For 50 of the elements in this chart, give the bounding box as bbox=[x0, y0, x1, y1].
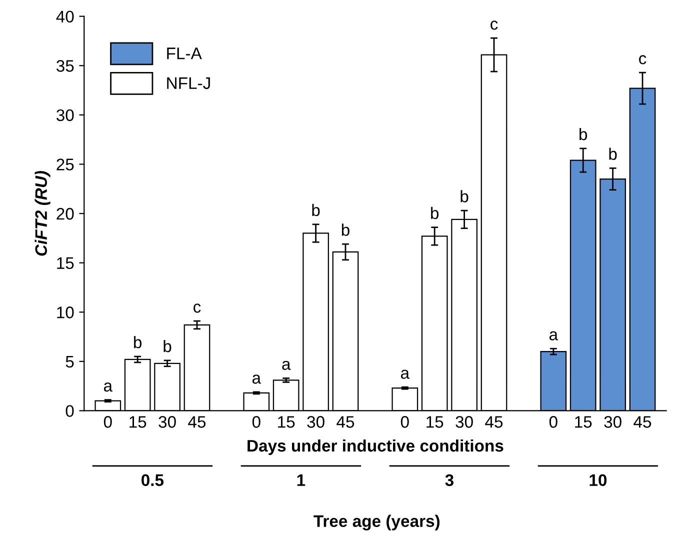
x-tick-label: 45 bbox=[336, 416, 354, 428]
x-tick-label: 30 bbox=[158, 416, 176, 428]
text: Tree age (years) bbox=[314, 514, 440, 530]
y-tick-label: 0 bbox=[66, 405, 74, 417]
data-label: b bbox=[431, 206, 439, 220]
text: 0.5 bbox=[142, 474, 164, 486]
text: 1 bbox=[297, 474, 306, 486]
x-tick-label: 0 bbox=[104, 416, 112, 428]
y-tick-label: 35 bbox=[56, 60, 74, 72]
data-label: b bbox=[580, 128, 588, 140]
x-tick-label: 15 bbox=[575, 416, 592, 428]
data-label: b bbox=[609, 148, 617, 160]
data-label: c bbox=[639, 55, 646, 64]
data-label: c bbox=[490, 20, 498, 30]
data-label: b bbox=[342, 224, 350, 236]
text: 10 bbox=[590, 474, 607, 486]
x-axis-title: Days under inductive conditions bbox=[248, 439, 504, 455]
x-tick-label: 45 bbox=[188, 416, 206, 428]
legend-label: FL-A bbox=[167, 48, 202, 60]
y-tick-label: 15 bbox=[57, 257, 74, 270]
data-label: b bbox=[312, 204, 320, 216]
legend-label: NFL-J bbox=[167, 77, 210, 90]
x-tick-label: 0 bbox=[252, 416, 260, 428]
y-tick-label: 30 bbox=[56, 109, 74, 122]
x-tick-label: 30 bbox=[456, 416, 473, 428]
y-tick-label: 40 bbox=[56, 10, 74, 23]
y-tick-label: 5 bbox=[66, 356, 74, 368]
data-label: b bbox=[460, 190, 468, 202]
data-label: a bbox=[549, 331, 558, 340]
x-tick-label: 15 bbox=[130, 416, 146, 428]
data-label: b bbox=[164, 340, 172, 352]
x-tick-label: 30 bbox=[604, 416, 622, 428]
x-tick-label: 0 bbox=[400, 416, 409, 428]
x-tick-label: 0 bbox=[549, 416, 558, 428]
text: 3 bbox=[445, 474, 454, 486]
y-axis-title: CiFT2 (RU) bbox=[34, 170, 50, 256]
y-tick-label: 20 bbox=[56, 208, 74, 220]
x-tick-label: 45 bbox=[485, 416, 503, 428]
data-label: a bbox=[282, 360, 291, 370]
x-tick-label: 45 bbox=[634, 416, 652, 428]
x-tick-label: 30 bbox=[307, 416, 324, 428]
x-tick-label: 15 bbox=[278, 416, 295, 428]
x-tick-label: 15 bbox=[426, 416, 444, 428]
data-label: a bbox=[400, 370, 410, 379]
y-tick-label: 10 bbox=[57, 306, 74, 318]
y-tick-label: 25 bbox=[56, 158, 74, 170]
data-label: a bbox=[252, 374, 262, 384]
data-label: a bbox=[104, 382, 113, 392]
data-label: c bbox=[194, 304, 201, 313]
data-label: b bbox=[134, 336, 142, 348]
